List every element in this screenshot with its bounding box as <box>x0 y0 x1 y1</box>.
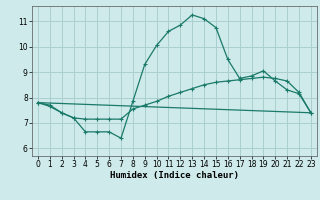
X-axis label: Humidex (Indice chaleur): Humidex (Indice chaleur) <box>110 171 239 180</box>
